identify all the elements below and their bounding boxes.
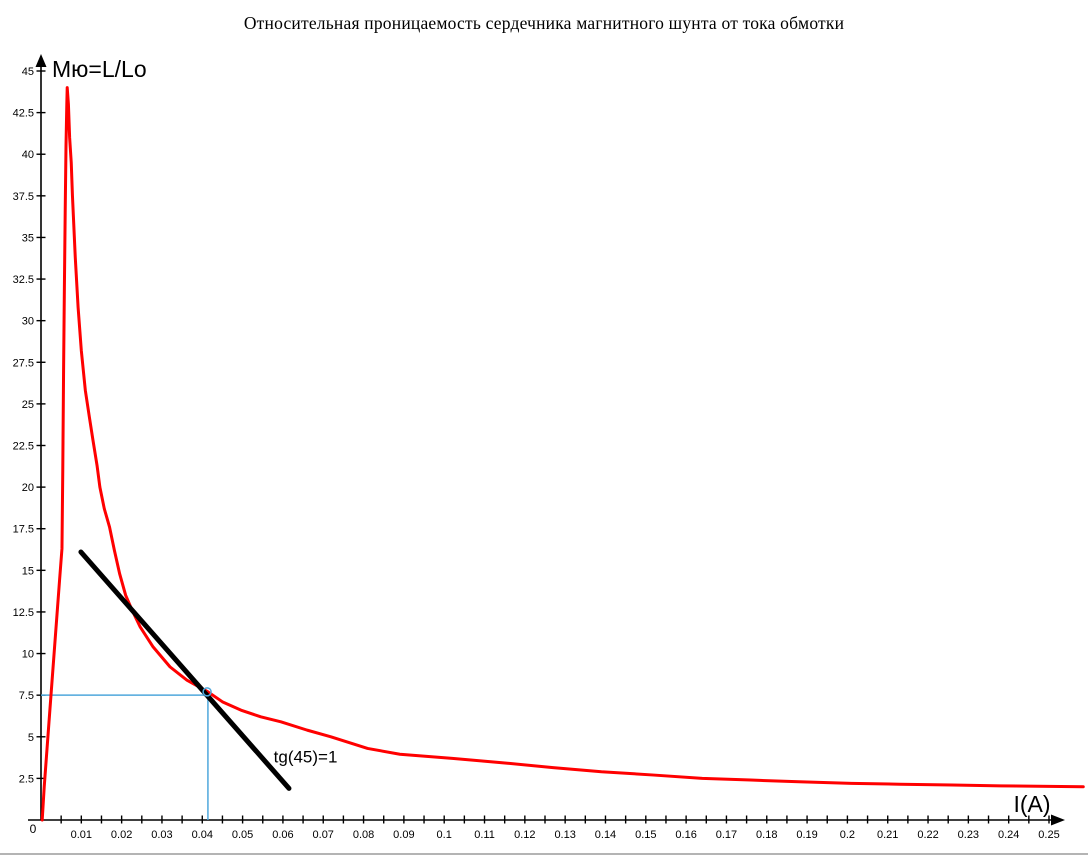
y-tick-label: 22.5 — [13, 441, 34, 453]
x-tick-label: 0.07 — [313, 829, 334, 841]
y-tick-label: 45 — [22, 66, 34, 78]
x-tick-label: 0.05 — [232, 829, 253, 841]
x-tick-label: 0.15 — [635, 829, 656, 841]
x-axis-arrow — [1051, 814, 1065, 826]
y-tick-label: 7.5 — [19, 690, 34, 702]
y-tick-label: 35 — [22, 232, 34, 244]
x-tick-label: 0.12 — [514, 829, 535, 841]
y-tick-label: 5 — [28, 732, 34, 744]
x-tick-label: 0.08 — [353, 829, 374, 841]
y-tick-label: 15 — [22, 565, 34, 577]
tangent-annotation: tg(45)=1 — [274, 748, 338, 767]
x-tick-label: 0.19 — [796, 829, 817, 841]
x-tick-label: 0.24 — [998, 829, 1019, 841]
x-tick-label: 0.18 — [756, 829, 777, 841]
x-tick-label: 0.02 — [111, 829, 132, 841]
y-tick-label: 17.5 — [13, 524, 34, 536]
y-tick-label: 40 — [22, 149, 34, 161]
y-axis-arrow — [35, 54, 47, 67]
x-tick-label: 0.2 — [840, 829, 855, 841]
x-tick-label: 0.21 — [877, 829, 898, 841]
x-tick-label: 0.25 — [1038, 829, 1059, 841]
x-axis-title: I(A) — [1013, 791, 1050, 817]
x-tick-label: 0.23 — [958, 829, 979, 841]
y-tick-label: 27.5 — [13, 357, 34, 369]
y-tick-label: 25 — [22, 399, 34, 411]
y-tick-label: 37.5 — [13, 191, 34, 203]
x-tick-label: 0.04 — [192, 829, 213, 841]
x-tick-label: 0.1 — [437, 829, 452, 841]
x-tick-label: 0.13 — [554, 829, 575, 841]
y-tick-label: 20 — [22, 482, 34, 494]
tangent-point-marker — [202, 687, 212, 697]
x-tick-label: 0.09 — [393, 829, 414, 841]
bottom-divider — [0, 853, 1088, 855]
crosshair-lines — [41, 694, 209, 820]
y-tick-label: 30 — [22, 316, 34, 328]
x-tick-label: 0.22 — [917, 829, 938, 841]
y-tick-label: 10 — [22, 649, 34, 661]
x-tick-label: 0.17 — [716, 829, 737, 841]
chart-title: Относительная проницаемость сердечника м… — [243, 13, 845, 33]
origin-label: 0 — [30, 822, 37, 836]
x-tick-label: 0.16 — [675, 829, 696, 841]
x-tick-label: 0.11 — [474, 829, 495, 841]
x-tick-label: 0.01 — [71, 829, 92, 841]
y-tick-label: 42.5 — [13, 108, 34, 120]
x-tick-label: 0.03 — [151, 829, 172, 841]
y-axis-title: Мю=L/Lo — [52, 56, 147, 82]
x-tick-label: 0.14 — [595, 829, 616, 841]
tangent-line — [78, 549, 292, 791]
x-tick-label: 0.06 — [272, 829, 293, 841]
y-tick-label: 2.5 — [19, 773, 34, 785]
y-tick-label: 32.5 — [13, 274, 34, 286]
y-tick-label: 12.5 — [13, 607, 34, 619]
permeability-curve — [40, 86, 1085, 822]
